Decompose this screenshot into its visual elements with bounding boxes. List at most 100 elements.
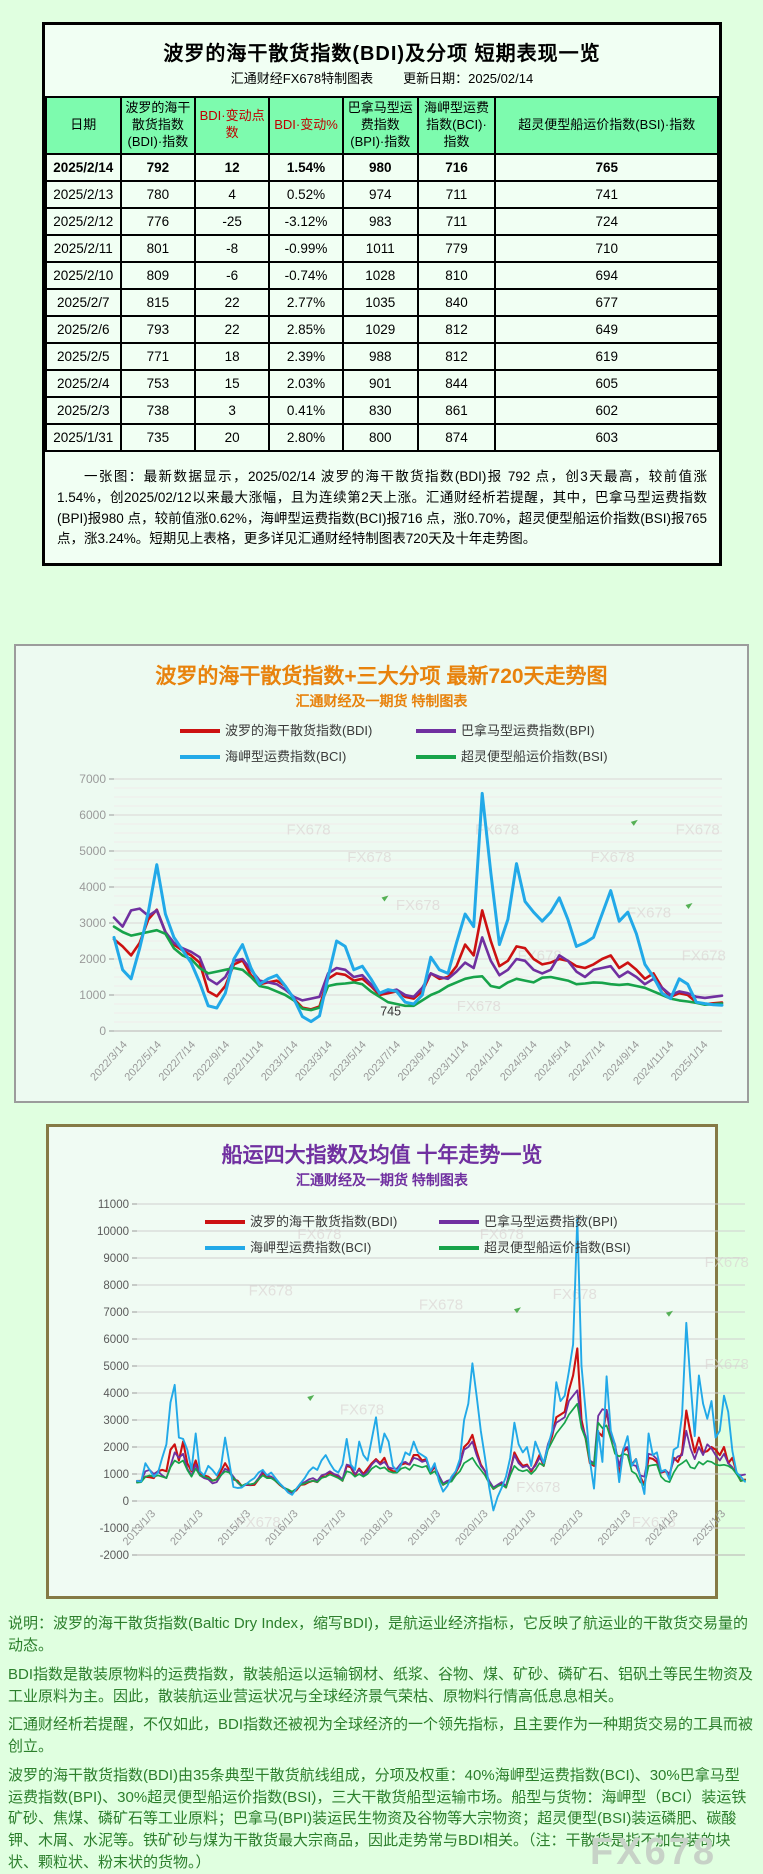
legend-label: 巴拿马型运费指数(BPI) — [461, 723, 595, 738]
legend: 波罗的海干散货指数(BDI) 巴拿马型运费指数(BPI) 海岬型运费指数(BCI) 超… — [179, 723, 608, 764]
table-row: 2025/2/14 792 12 1.54% 980 716 765 — [45, 152, 719, 182]
table-cell: 2025/2/4 — [45, 368, 122, 398]
svg-text:FX678: FX678 — [632, 1514, 676, 1531]
svg-text:2000: 2000 — [103, 1442, 129, 1454]
svg-text:1000: 1000 — [103, 1469, 129, 1481]
description-paragraph: 汇通财经析若提醒，不仅如此，BDI指数还被视为全球经济的一个领先指标，且主要作为… — [8, 1716, 754, 1756]
column-header: 巴拿马型运费指数(BPI)·指数 — [341, 96, 419, 155]
table-cell: 724 — [494, 206, 719, 236]
legend-label: 超灵便型船运价指数(BSI) — [461, 749, 608, 764]
table-cell: 812 — [416, 314, 497, 344]
cursor-artifact-icon — [513, 1307, 521, 1314]
svg-text:8000: 8000 — [103, 1280, 129, 1292]
table-row: 2025/2/3 738 3 0.41% 830 861 602 — [45, 395, 719, 425]
table-row: 2025/2/5 771 18 2.39% 988 812 619 — [45, 341, 719, 371]
svg-text:FX678: FX678 — [347, 850, 391, 867]
description-paragraph: BDI指数是散装原物料的运费指数，散装船运以运输钢材、纸浆、谷物、煤、矿砂、磷矿… — [8, 1665, 754, 1705]
series-line — [112, 925, 723, 1012]
table-header-row: 日期 波罗的海干散货指数(BDI)·指数 BDI·变动点数 BDI·变动% 巴拿马型运费… — [45, 96, 719, 155]
table-cell: 2025/2/12 — [45, 206, 122, 236]
table-cell: 874 — [416, 422, 497, 452]
table-cell: 710 — [494, 233, 719, 263]
table-row: 2025/1/31 735 20 2.80% 800 874 603 — [45, 422, 719, 452]
table-cell: 602 — [494, 395, 719, 425]
svg-text:FX678: FX678 — [456, 998, 500, 1015]
svg-text:0: 0 — [123, 1496, 129, 1508]
table-cell: 1011 — [341, 233, 419, 263]
table-cell: 20 — [194, 422, 271, 452]
table-cell: 4 — [194, 179, 271, 209]
bdi-table: 日期 波罗的海干散货指数(BDI)·指数 BDI·变动点数 BDI·变动% 巴拿马型运费… — [45, 96, 719, 452]
svg-text:4000: 4000 — [103, 1388, 129, 1400]
series-line — [112, 907, 723, 1003]
legend: 波罗的海干散货指数(BDI) 巴拿马型运费指数(BPI) 海岬型运费指数(BCI) 超… — [205, 1214, 631, 1255]
table-cell: 735 — [119, 422, 197, 452]
table-cell: 605 — [494, 368, 719, 398]
svg-text:7000: 7000 — [103, 1307, 129, 1319]
cursor-artifact-icon — [307, 1395, 315, 1402]
table-cell: 694 — [494, 260, 719, 290]
table-cell: 793 — [119, 314, 197, 344]
table-cell: 801 — [119, 233, 197, 263]
table-title: 波罗的海干散货指数(BDI)及分项 短期表现一览 — [163, 43, 601, 65]
table-cell: 2025/2/10 — [45, 260, 122, 290]
data-label: 745 — [380, 1005, 401, 1019]
table-cell: 2.03% — [268, 368, 344, 398]
cursor-artifact-icon — [381, 895, 389, 902]
chart-10y-subtitle: 汇通财经及一期货 特制图表 — [296, 1172, 468, 1189]
table-cell: 677 — [494, 287, 719, 317]
table-cell: 2.39% — [268, 341, 344, 371]
table-cell: 844 — [416, 368, 497, 398]
table-cell: 2025/2/6 — [45, 314, 122, 344]
svg-text:5000: 5000 — [103, 1361, 129, 1373]
svg-text:FX678: FX678 — [297, 1226, 341, 1243]
series-line — [112, 908, 723, 1012]
table-row: 2025/2/4 753 15 2.03% 901 844 605 — [45, 368, 719, 398]
table-cell: 812 — [416, 341, 497, 371]
legend-label: 海岬型运费指数(BCI) — [225, 749, 346, 764]
legend-label: 波罗的海干散货指数(BDI) — [225, 723, 372, 738]
table-cell: 792 — [119, 152, 197, 182]
column-header: 超灵便型船运价指数(BSI)·指数 — [494, 96, 719, 155]
chart-720d-title: 波罗的海干散货指数+三大分项 最新720天走势图 — [155, 665, 608, 689]
table-cell: 716 — [416, 152, 497, 182]
table-cell: 780 — [119, 179, 197, 209]
svg-text:FX678: FX678 — [705, 1356, 749, 1373]
legend-label: 海岬型运费指数(BCI) — [250, 1240, 371, 1255]
x-axis-label: 2025/1/14 — [668, 1039, 710, 1083]
svg-text:7000: 7000 — [79, 772, 106, 786]
table-update-date: 更新日期：2025/02/14 — [403, 71, 534, 86]
table-cell: 2025/2/13 — [45, 179, 122, 209]
table-cell: 711 — [416, 179, 497, 209]
cursor-artifact-icon — [630, 820, 638, 827]
svg-text:5000: 5000 — [79, 844, 106, 858]
table-cell: 810 — [416, 260, 497, 290]
chart-10y-title: 船运四大指数及均值 十年走势一览 — [221, 1144, 543, 1168]
column-header: 日期 — [45, 96, 122, 155]
table-cell: 771 — [119, 341, 197, 371]
table-cell: -6 — [194, 260, 271, 290]
description-paragraph: 说明：波罗的海干散货指数(Baltic Dry Index，缩写BDI)，是航运… — [8, 1615, 749, 1655]
table-cell: 741 — [494, 179, 719, 209]
watermarks: FX678 FX678 FX678 FX678 FX678 FX678 FX678 FX678… — [236, 1226, 748, 1531]
column-header: 波罗的海干散货指数(BDI)·指数 — [119, 96, 197, 155]
cursor-artifact-icon — [685, 903, 693, 910]
svg-text:FX678: FX678 — [249, 1283, 293, 1300]
legend-label: 巴拿马型运费指数(BPI) — [484, 1214, 618, 1229]
svg-text:FX678: FX678 — [286, 822, 330, 839]
svg-text:0: 0 — [99, 1024, 106, 1038]
chart-720d-subtitle: 汇通财经及一期货 特制图表 — [295, 693, 468, 710]
minor-gridlines — [113, 787, 722, 1023]
table-cell: 2025/2/7 — [45, 287, 122, 317]
table-cell: 1035 — [341, 287, 419, 317]
table-cell: 983 — [341, 206, 419, 236]
table-row: 2025/2/11 801 -8 -0.99% 1011 779 710 — [45, 233, 719, 263]
table-cell: 711 — [416, 206, 497, 236]
chart-10y-section: 船运四大指数及均值 十年走势一览 汇通财经及一期货 特制图表 -2000 -100… — [46, 1124, 749, 1600]
column-header: BDI·变动% — [268, 96, 344, 155]
table-cell: 15 — [194, 368, 271, 398]
svg-text:9000: 9000 — [103, 1253, 129, 1265]
table-cell: 980 — [341, 152, 419, 182]
gridlines: 0 1000 2000 3000 4000 5000 6000 7000 — [79, 772, 722, 1038]
